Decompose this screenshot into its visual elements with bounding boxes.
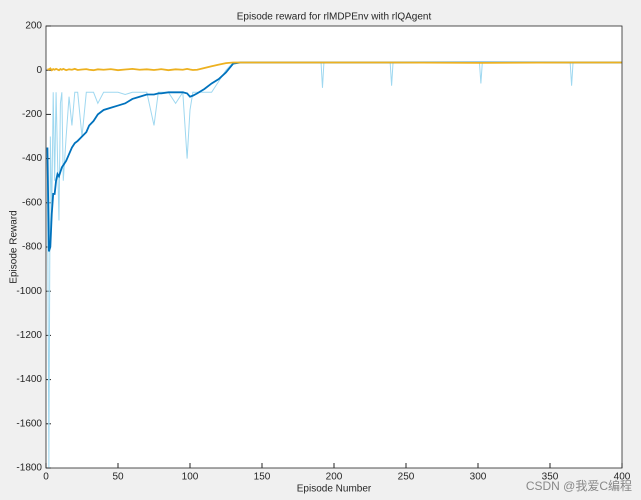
- x-axis-label: Episode Number: [297, 484, 372, 495]
- x-tick-label: 200: [326, 472, 343, 483]
- x-tick-label: 150: [254, 472, 271, 483]
- y-tick-label: -800: [22, 242, 42, 253]
- plot-area: [46, 26, 622, 468]
- y-tick-label: 200: [25, 21, 42, 32]
- y-tick-label: -1000: [16, 286, 42, 297]
- y-tick-label: -1200: [16, 330, 42, 341]
- x-tick-label: 300: [470, 472, 487, 483]
- y-tick-label: -1600: [16, 418, 42, 429]
- y-tick-label: -1800: [16, 463, 42, 474]
- y-tick-label: -1400: [16, 374, 42, 385]
- x-tick-label: 0: [43, 472, 49, 483]
- x-tick-label: 100: [182, 472, 199, 483]
- y-axis-label: Episode Reward: [9, 210, 20, 283]
- axes-box: [45, 25, 623, 469]
- x-tick-label: 400: [614, 472, 631, 483]
- series-line: [47, 61, 622, 72]
- x-tick-label: 250: [398, 472, 415, 483]
- y-tick-label: -400: [22, 153, 42, 164]
- y-tick-label: -600: [22, 197, 42, 208]
- x-tick-label: 350: [542, 472, 559, 483]
- x-tick-label: 50: [112, 472, 124, 483]
- watermark: CSDN @我爱C编程: [526, 478, 632, 493]
- chart-title: Episode reward for rlMDPEnv with rlQAgen…: [237, 12, 432, 23]
- y-tick-label: 0: [36, 65, 42, 76]
- y-tick-label: -200: [22, 109, 42, 120]
